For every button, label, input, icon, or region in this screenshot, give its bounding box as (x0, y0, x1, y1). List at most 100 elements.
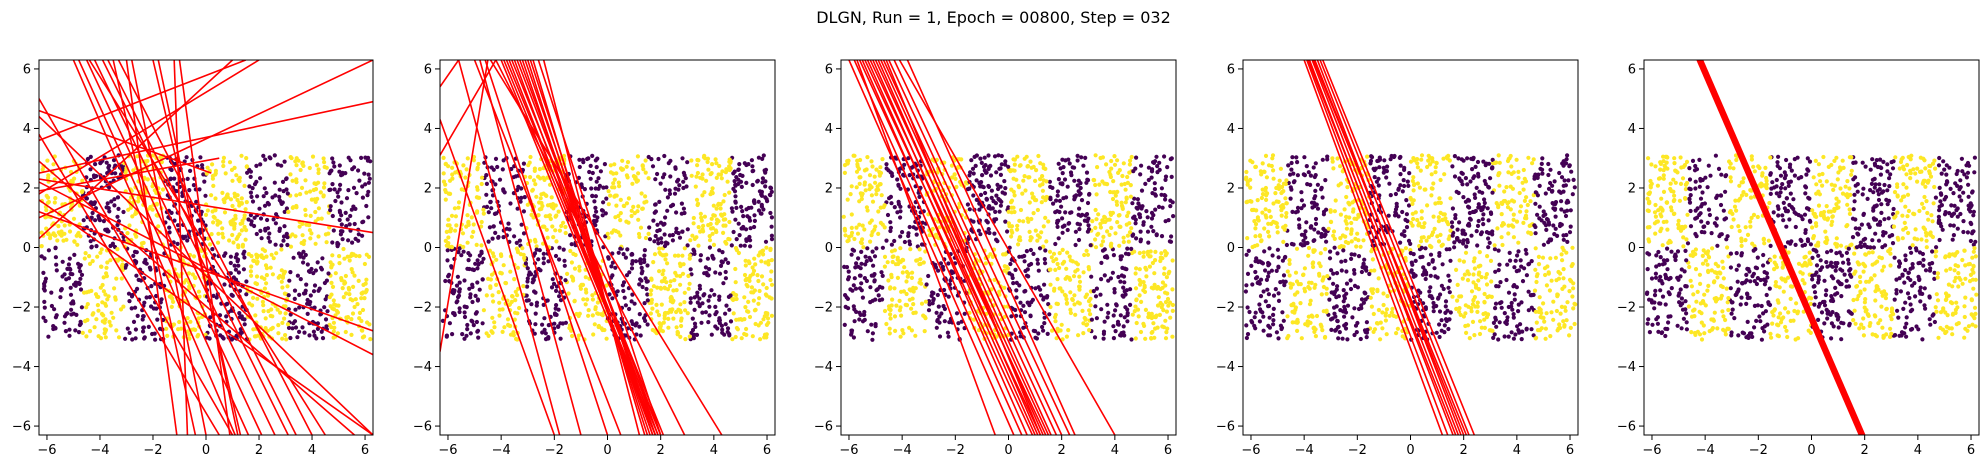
data-point (867, 173, 873, 178)
data-point (329, 263, 334, 268)
data-point (486, 210, 491, 215)
data-point (538, 196, 543, 201)
data-point (1032, 197, 1038, 203)
data-point (1036, 153, 1041, 159)
data-point (187, 336, 192, 341)
data-point (700, 227, 705, 232)
data-point (56, 230, 61, 235)
data-point (364, 203, 369, 209)
data-point (488, 285, 493, 290)
data-point (237, 315, 242, 320)
data-point (1105, 182, 1110, 187)
data-point (1126, 210, 1131, 215)
data-point (1165, 296, 1171, 302)
x-tick: 6 (1164, 435, 1172, 458)
data-point (656, 241, 661, 246)
data-point (464, 167, 469, 172)
data-point (993, 209, 998, 214)
data-point (552, 311, 558, 316)
data-point (608, 170, 614, 175)
data-point (1030, 191, 1035, 196)
data-point (73, 280, 78, 285)
data-point (752, 224, 757, 230)
data-point (473, 261, 478, 266)
data-point (1134, 266, 1139, 271)
data-point (330, 240, 335, 245)
data-point (676, 187, 681, 192)
data-point (924, 282, 929, 287)
data-point (463, 175, 468, 180)
data-point (298, 254, 303, 259)
data-point (556, 324, 561, 329)
data-point (290, 326, 295, 331)
data-point (900, 230, 905, 235)
data-point (224, 314, 229, 319)
data-point (693, 324, 698, 329)
data-point (471, 323, 476, 328)
data-point (533, 182, 538, 187)
data-point (644, 199, 649, 204)
data-point (1162, 266, 1167, 271)
data-point (262, 276, 267, 281)
data-point (1069, 173, 1074, 178)
data-point (864, 259, 869, 264)
data-point (1422, 221, 1427, 226)
data-point (440, 318, 445, 323)
data-point (318, 190, 323, 195)
data-point (479, 249, 484, 254)
data-point (511, 234, 517, 239)
data-point (541, 175, 546, 180)
data-point (654, 302, 659, 307)
data-point (293, 325, 299, 330)
data-point (233, 277, 239, 282)
data-point (1447, 278, 1452, 283)
data-point (548, 202, 553, 207)
data-point (1007, 271, 1012, 276)
data-point (92, 325, 97, 330)
data-point (1098, 221, 1103, 227)
data-point (910, 296, 915, 301)
data-point (446, 191, 451, 196)
data-point (479, 175, 485, 180)
data-point (70, 180, 75, 185)
data-point (123, 336, 128, 341)
data-point (1114, 302, 1119, 307)
data-point (1294, 279, 1300, 284)
data-point (563, 278, 568, 283)
y-tick: −2 (814, 301, 841, 316)
data-point (300, 160, 305, 165)
data-point (561, 153, 567, 158)
data-point (1026, 219, 1031, 224)
data-point (889, 242, 895, 247)
data-point (1118, 279, 1123, 284)
data-point (1036, 268, 1041, 273)
data-point (494, 282, 499, 287)
decision-line (39, 98, 234, 435)
data-point (914, 226, 919, 231)
data-point (271, 256, 276, 261)
data-point (1134, 155, 1139, 160)
data-point (1044, 239, 1049, 244)
data-point (1404, 225, 1410, 230)
data-point (349, 207, 354, 212)
data-point (297, 329, 302, 334)
data-point (1045, 294, 1050, 299)
data-point (1062, 177, 1068, 182)
data-point (696, 225, 701, 230)
data-point (687, 253, 693, 258)
data-point (519, 186, 524, 191)
data-point (1083, 213, 1088, 218)
data-point (1446, 273, 1451, 278)
data-point (249, 219, 254, 224)
data-point (1042, 257, 1047, 262)
data-point (1125, 319, 1130, 324)
data-point (316, 206, 321, 211)
decision-line (39, 60, 234, 240)
data-point (315, 260, 320, 265)
data-point (268, 265, 273, 270)
data-point (852, 153, 857, 158)
data-point (237, 311, 242, 316)
data-point (62, 223, 67, 228)
data-point (228, 254, 233, 259)
data-point (452, 289, 457, 294)
